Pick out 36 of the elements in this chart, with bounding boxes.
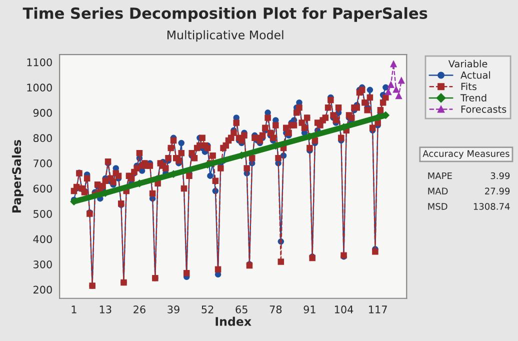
y-tick-label: 400 xyxy=(33,235,52,244)
y-tick-label: 1100 xyxy=(27,58,52,66)
x-tick-label: 52 xyxy=(202,306,214,314)
legend-label: Trend xyxy=(460,94,486,102)
x-tick-label: 39 xyxy=(168,306,180,314)
chart-title: Time Series Decomposition Plot for PaperSales xyxy=(22,7,428,22)
y-tick-label: 700 xyxy=(34,159,52,168)
y-tick-label: 1000 xyxy=(27,84,52,92)
text: MAPE xyxy=(428,172,452,180)
legend-label: Forecasts xyxy=(461,106,506,113)
x-tick-label: 65 xyxy=(236,306,248,314)
x-tick-label: 1 xyxy=(72,306,76,314)
text: 27.99 xyxy=(485,188,510,194)
y-tick-label: 800 xyxy=(33,134,52,142)
y-tick-label: 200 xyxy=(34,286,52,294)
x-tick-label: 13 xyxy=(100,306,112,314)
text: MAD xyxy=(428,188,448,194)
legend-label: Fits xyxy=(461,82,476,90)
text: Accuracy Measures xyxy=(422,150,510,159)
x-axis-title: Index xyxy=(216,316,252,326)
y-tick-label: 900 xyxy=(33,108,52,117)
text: MSD xyxy=(428,203,448,210)
x-tick-label: 26 xyxy=(134,306,146,314)
y-tick-label: 500 xyxy=(34,210,52,218)
text: 1308.74 xyxy=(474,203,510,210)
y-tick-label: 300 xyxy=(34,260,52,268)
y-tick-label: 600 xyxy=(33,184,52,193)
x-tick-label: 117 xyxy=(369,306,387,314)
x-tick-label: 78 xyxy=(270,306,282,314)
y-axis-title: PaperSales xyxy=(12,140,24,212)
text: 3.99 xyxy=(490,172,510,180)
x-tick-label: 104 xyxy=(334,306,354,314)
chart-subtitle: Multiplicative Model xyxy=(167,30,284,42)
legend-title: Variable xyxy=(448,60,488,68)
legend-label: Actual xyxy=(460,71,490,79)
x-tick-label: 91 xyxy=(304,306,316,314)
